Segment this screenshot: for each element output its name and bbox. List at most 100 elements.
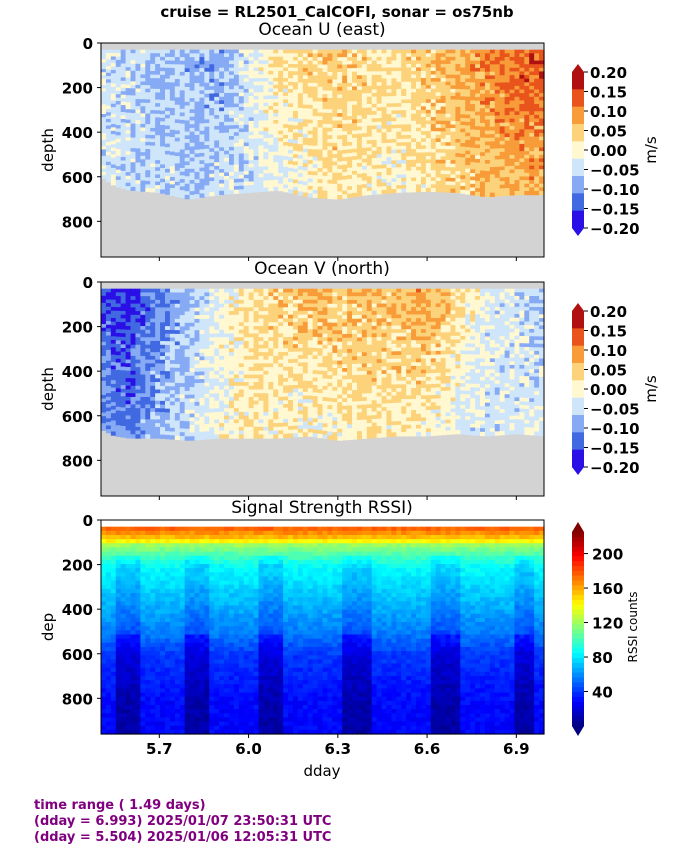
heatmap-cell xyxy=(155,78,161,82)
heatmap-cell xyxy=(510,115,516,119)
heatmap-cell xyxy=(534,176,540,180)
heatmap-cell xyxy=(244,348,250,352)
heatmap-cell xyxy=(510,119,516,123)
heatmap-cell xyxy=(195,436,201,440)
heatmap-cell xyxy=(465,151,471,155)
heatmap-cell xyxy=(170,323,176,327)
heatmap-cell xyxy=(268,85,274,89)
heatmap-cell xyxy=(254,99,260,103)
heatmap-cell xyxy=(431,113,437,117)
heatmap-cell xyxy=(313,149,319,153)
heatmap-cell xyxy=(490,127,496,131)
heatmap-cell xyxy=(519,173,525,177)
heatmap-cell xyxy=(190,135,196,139)
heatmap-cell xyxy=(475,192,481,196)
heatmap-cell xyxy=(278,78,284,82)
heatmap-cell xyxy=(524,90,530,94)
heatmap-cell xyxy=(298,188,304,192)
heatmap-cell xyxy=(204,364,210,368)
heatmap-cell xyxy=(396,185,402,189)
heatmap-cell xyxy=(293,75,299,79)
heatmap-cell xyxy=(249,189,255,193)
heatmap-cell xyxy=(475,155,481,159)
heatmap-cell xyxy=(175,432,181,436)
heatmap-cell xyxy=(155,375,161,379)
heatmap-cell xyxy=(278,120,284,124)
heatmap-cell xyxy=(416,117,422,121)
heatmap-cell xyxy=(273,183,279,187)
heatmap-cell xyxy=(347,83,353,87)
heatmap-cell xyxy=(485,50,491,54)
heatmap-cell xyxy=(195,353,201,357)
heatmap-cell xyxy=(411,131,417,135)
heatmap-cell xyxy=(505,61,511,65)
heatmap-cell xyxy=(411,124,417,128)
heatmap-cell xyxy=(180,383,186,387)
heatmap-cell xyxy=(160,363,166,367)
heatmap-cell xyxy=(234,371,240,375)
heatmap-cell xyxy=(421,177,427,181)
heatmap-cell xyxy=(199,436,205,440)
heatmap-cell xyxy=(204,428,210,432)
heatmap-cell xyxy=(214,140,220,144)
heatmap-cell xyxy=(524,144,530,148)
heatmap-cell xyxy=(175,319,181,323)
heatmap-cell xyxy=(534,93,540,97)
heatmap-cell xyxy=(106,178,112,182)
heatmap-cell xyxy=(342,83,348,87)
heatmap-cell xyxy=(190,106,196,110)
heatmap-cell xyxy=(411,163,417,167)
heatmap-cell xyxy=(254,311,260,315)
heatmap-cell xyxy=(298,130,304,134)
heatmap-cell xyxy=(362,148,368,152)
heatmap-cell xyxy=(239,363,245,367)
heatmap-cell xyxy=(170,432,176,436)
heatmap-cell xyxy=(475,115,481,119)
heatmap-cell xyxy=(268,67,274,71)
heatmap-cell xyxy=(224,50,230,54)
heatmap-cell xyxy=(116,166,122,170)
heatmap-cell xyxy=(180,364,186,368)
heatmap-cell xyxy=(111,307,117,311)
heatmap-cell xyxy=(150,401,156,405)
heatmap-cell xyxy=(140,163,146,167)
heatmap-cell xyxy=(121,341,127,345)
heatmap-cell xyxy=(455,128,461,132)
heatmap-cell xyxy=(426,92,432,96)
heatmap-cell xyxy=(180,138,186,142)
heatmap-cell xyxy=(259,386,265,390)
heatmap-cell xyxy=(249,393,255,397)
heatmap-cell xyxy=(524,191,530,195)
heatmap-cell xyxy=(199,72,205,76)
heatmap-cell xyxy=(214,61,220,65)
heatmap-cell xyxy=(396,160,402,164)
heatmap-cell xyxy=(106,328,112,332)
heatmap-cell xyxy=(111,325,117,329)
heatmap-cell xyxy=(342,105,348,109)
heatmap-cell xyxy=(155,103,161,107)
heatmap-cell xyxy=(170,64,176,68)
heatmap-cell xyxy=(485,178,491,182)
heatmap-cell xyxy=(254,322,260,326)
heatmap-cell xyxy=(135,322,141,326)
heatmap-cell xyxy=(411,85,417,89)
heatmap-cell xyxy=(313,138,319,142)
heatmap-cell xyxy=(259,315,265,319)
heatmap-cell xyxy=(436,153,442,157)
heatmap-cell xyxy=(150,322,156,326)
heatmap-cell xyxy=(278,152,284,156)
heatmap-cell xyxy=(229,68,235,72)
heatmap-cell xyxy=(514,155,520,159)
heatmap-cell xyxy=(214,93,220,97)
heatmap-cell xyxy=(475,126,481,130)
heatmap-cell xyxy=(327,83,333,87)
heatmap-cell xyxy=(126,81,132,85)
heatmap-cell xyxy=(416,50,422,54)
heatmap-cell xyxy=(140,131,146,135)
heatmap-cell xyxy=(145,99,151,103)
heatmap-cell xyxy=(135,92,141,96)
heatmap-cell xyxy=(534,100,540,104)
heatmap-cell xyxy=(126,304,132,308)
heatmap-cell xyxy=(534,151,540,155)
heatmap-cell xyxy=(308,72,314,76)
